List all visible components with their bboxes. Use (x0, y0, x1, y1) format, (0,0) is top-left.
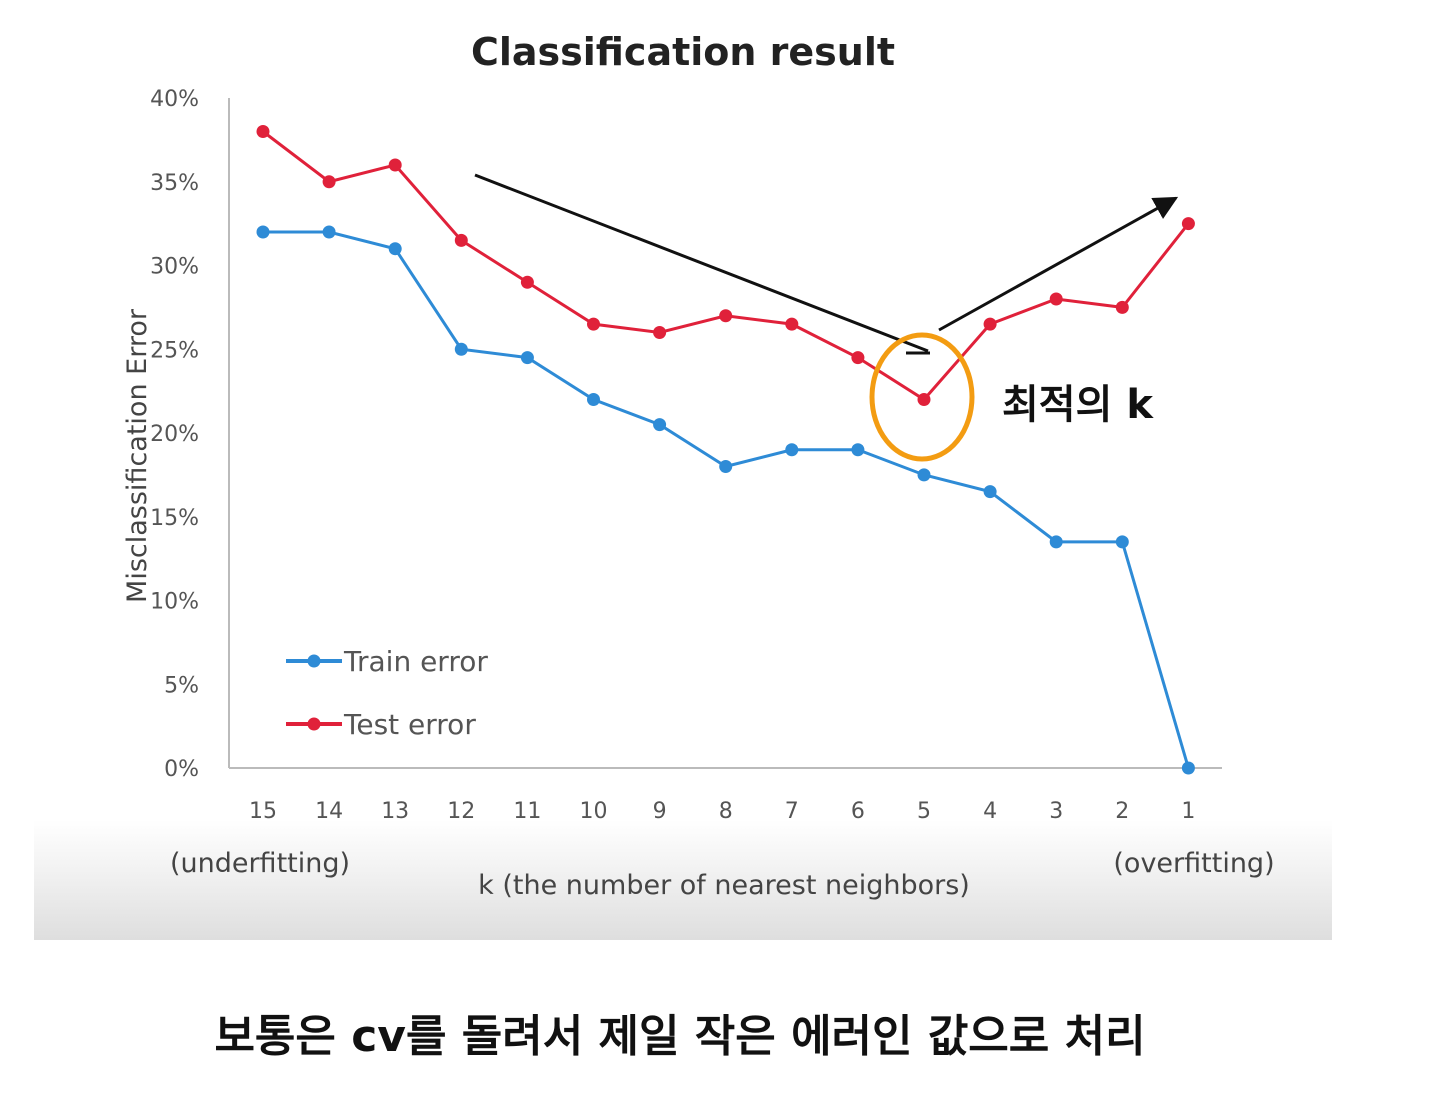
series-layer (256, 125, 1195, 775)
x-tick-label: 10 (580, 799, 608, 824)
test-error-point (1049, 292, 1063, 306)
x-tick-label: 12 (447, 799, 475, 824)
x-tick-labels: 15 14 13 12 11 10 9 8 7 6 5 4 3 2 1 (249, 799, 1195, 824)
train-error-point (1115, 535, 1129, 549)
test-error-point (1115, 300, 1129, 314)
x-tick-label: 6 (851, 799, 865, 824)
legend-train-error-marker (307, 654, 321, 668)
test-error-point (1181, 217, 1195, 231)
trend-arrow-up (938, 196, 1179, 332)
train-error-point (851, 443, 865, 457)
x-tick-label: 11 (513, 799, 541, 824)
x-tick-label: 7 (785, 799, 799, 824)
y-tick-label: 25% (150, 338, 199, 363)
y-tick-label: 15% (150, 506, 199, 531)
test-error-point (520, 275, 534, 289)
train-error-point (454, 342, 468, 356)
train-error-point (917, 468, 931, 482)
test-error-point (983, 317, 997, 331)
y-tick-label: 35% (150, 171, 199, 196)
train-error-point (256, 225, 270, 239)
train-error-point (983, 485, 997, 499)
y-tick-label: 0% (164, 757, 199, 782)
test-error-point (388, 158, 402, 172)
y-tick-label: 5% (164, 673, 199, 698)
x-tick-label: 15 (249, 799, 277, 824)
train-error-point (1049, 535, 1063, 549)
test-error-line (262, 130, 1190, 402)
x-tick-label: 2 (1115, 799, 1129, 824)
x-tick-label: 1 (1181, 799, 1195, 824)
test-error-point (587, 317, 600, 331)
legend: Train error Test error (286, 645, 488, 741)
legend-train-error-label: Train error (343, 645, 488, 678)
caption: 보통은 cv를 돌려서 제일 작은 에러인 값으로 처리 (214, 1011, 1146, 1062)
x-tick-label: 13 (381, 799, 409, 824)
x-tick-label: 9 (653, 799, 667, 824)
test-error-point (256, 125, 270, 138)
y-tick-label: 20% (150, 422, 199, 447)
x-tick-label: 3 (1049, 799, 1063, 824)
optimal-k-circle (869, 332, 975, 462)
train-error-point (587, 393, 600, 406)
train-error-point (322, 225, 336, 239)
train-error-point (388, 242, 402, 256)
train-error-point (785, 443, 799, 457)
x-axis-title: k (the number of nearest neighbors) (478, 870, 970, 901)
legend-test-error-marker (307, 717, 321, 731)
x-note-overfitting: (overfitting) (1113, 848, 1274, 879)
x-note-underfitting: (underfitting) (170, 848, 350, 879)
train-error-point (719, 460, 733, 473)
trend-arrow-down (474, 173, 929, 353)
test-error-point (719, 309, 733, 323)
x-tick-label: 4 (983, 799, 997, 824)
train-error-point (520, 351, 534, 365)
y-tick-label: 10% (150, 590, 199, 615)
y-axis-title: Misclassification Error (122, 308, 153, 603)
chart-panel: Classification result Misclassification … (34, 0, 1332, 940)
test-error-point (851, 351, 865, 365)
test-error-point (322, 175, 336, 189)
y-tick-label: 40% (150, 87, 199, 112)
x-tick-label: 8 (719, 799, 733, 824)
train-error-point (653, 418, 667, 432)
x-tick-label: 14 (315, 799, 343, 824)
chart: Classification result Misclassification … (122, 30, 1275, 901)
x-tick-label: 5 (917, 799, 931, 824)
y-tick-labels: 0% 5% 10% 15% 20% 25% 30% 35% 40% (150, 87, 199, 782)
test-error-point (785, 317, 799, 331)
chart-title: Classification result (471, 30, 895, 74)
y-tick-label: 30% (150, 255, 199, 280)
test-error-point (653, 326, 667, 339)
train-error-point (1181, 761, 1195, 775)
legend-test-error-label: Test error (343, 708, 476, 741)
test-error-point (454, 233, 468, 247)
test-error-point (917, 393, 931, 406)
optimal-k-label: 최적의 k (1002, 382, 1154, 428)
